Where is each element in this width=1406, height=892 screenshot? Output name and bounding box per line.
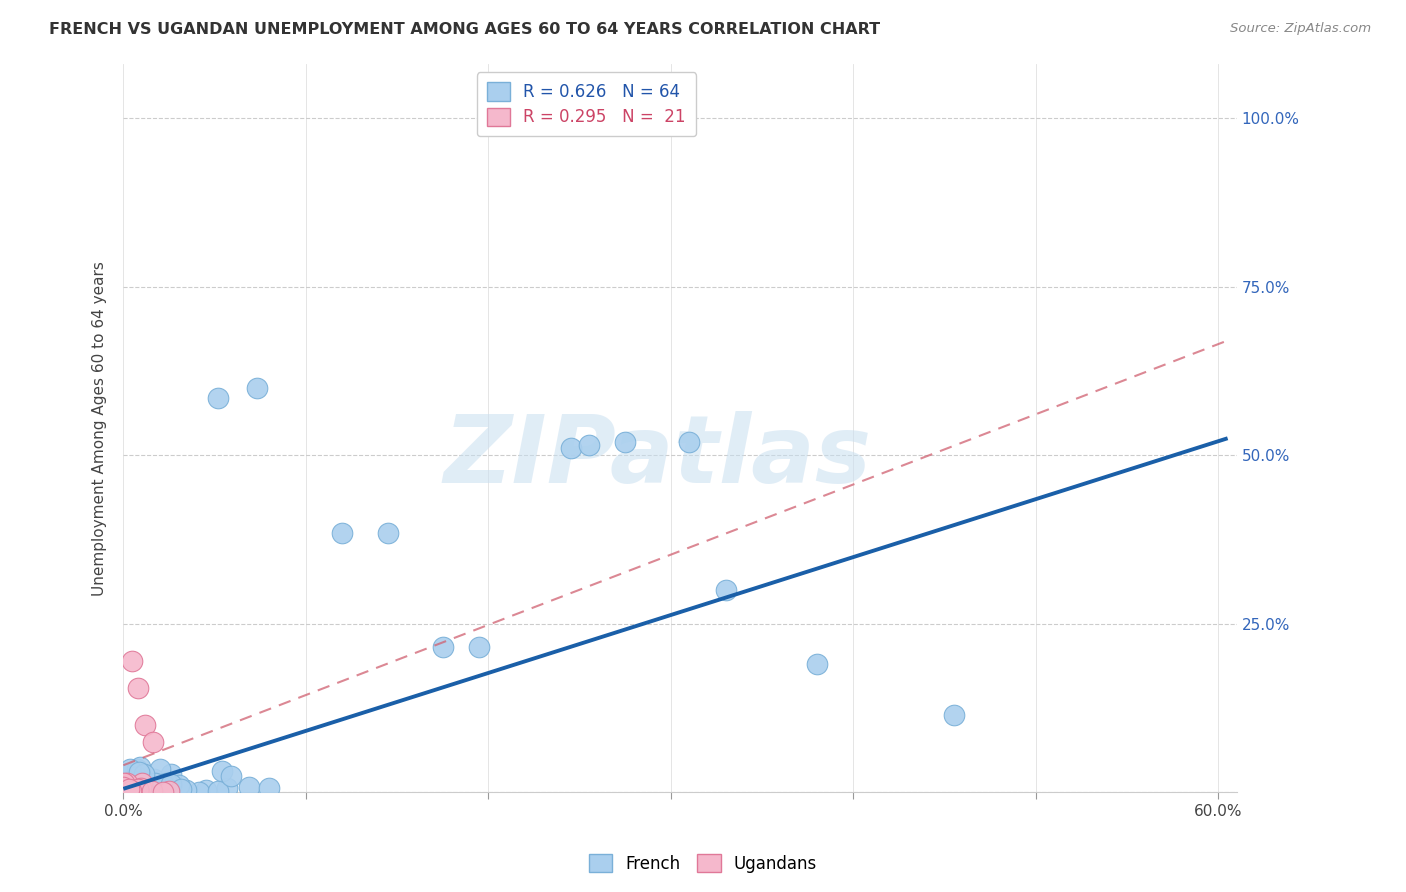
Point	[131, 785, 153, 799]
Point	[117, 767, 139, 781]
Point	[127, 782, 149, 797]
Point	[138, 780, 160, 794]
Point	[156, 774, 179, 789]
Y-axis label: Unemployment Among Ages 60 to 64 years: Unemployment Among Ages 60 to 64 years	[93, 260, 107, 596]
Point	[942, 707, 965, 722]
Point	[152, 777, 174, 791]
Legend: R = 0.626   N = 64, R = 0.295   N =  21: R = 0.626 N = 64, R = 0.295 N = 21	[477, 72, 696, 136]
Point	[160, 777, 183, 791]
Point	[132, 785, 155, 799]
Point	[245, 381, 267, 395]
Point	[207, 391, 229, 405]
Point	[188, 785, 211, 799]
Point	[115, 776, 138, 790]
Point	[174, 782, 197, 797]
Point	[112, 780, 135, 795]
Point	[560, 442, 582, 456]
Point	[134, 780, 156, 795]
Text: Source: ZipAtlas.com: Source: ZipAtlas.com	[1230, 22, 1371, 36]
Text: FRENCH VS UGANDAN UNEMPLOYMENT AMONG AGES 60 TO 64 YEARS CORRELATION CHART: FRENCH VS UGANDAN UNEMPLOYMENT AMONG AGE…	[49, 22, 880, 37]
Point	[122, 777, 145, 791]
Point	[114, 777, 136, 791]
Point	[207, 784, 229, 798]
Point	[125, 769, 148, 783]
Point	[132, 766, 155, 780]
Point	[127, 681, 149, 695]
Point	[167, 778, 190, 792]
Point	[259, 780, 281, 795]
Point	[124, 785, 146, 799]
Point	[377, 525, 399, 540]
Point	[219, 769, 242, 783]
Point	[432, 640, 454, 655]
Point	[614, 434, 637, 449]
Point	[112, 784, 135, 798]
Point	[122, 778, 145, 792]
Point	[118, 781, 141, 796]
Point	[578, 438, 600, 452]
Point	[112, 777, 135, 791]
Point	[112, 779, 135, 793]
Point	[160, 767, 183, 781]
Point	[128, 785, 150, 799]
Point	[118, 784, 141, 798]
Point	[124, 783, 146, 797]
Point	[129, 776, 152, 790]
Point	[121, 654, 143, 668]
Text: ZIPatlas: ZIPatlas	[444, 411, 872, 503]
Point	[117, 785, 139, 799]
Point	[194, 783, 217, 797]
Point	[330, 525, 353, 540]
Point	[124, 781, 146, 796]
Point	[806, 657, 828, 672]
Point	[125, 762, 148, 776]
Point	[134, 784, 156, 798]
Point	[112, 782, 135, 797]
Point	[129, 760, 152, 774]
Point	[132, 782, 155, 797]
Point	[157, 784, 180, 798]
Point	[145, 776, 167, 790]
Point	[169, 782, 191, 797]
Point	[633, 104, 655, 119]
Point	[117, 780, 139, 794]
Point	[131, 776, 153, 790]
Point	[156, 776, 179, 790]
Point	[159, 778, 181, 792]
Point	[678, 434, 700, 449]
Point	[121, 783, 143, 797]
Point	[128, 764, 150, 779]
Point	[120, 785, 142, 799]
Point	[149, 762, 172, 776]
Point	[134, 718, 156, 732]
Point	[211, 764, 233, 779]
Point	[136, 780, 159, 794]
Point	[112, 780, 135, 794]
Point	[215, 780, 238, 795]
Point	[118, 762, 141, 776]
Point	[131, 780, 153, 795]
Point	[141, 734, 163, 748]
Point	[141, 784, 163, 798]
Point	[238, 780, 260, 795]
Point	[142, 772, 165, 786]
Point	[714, 582, 737, 597]
Point	[138, 785, 160, 799]
Point	[468, 640, 491, 655]
Point	[120, 784, 142, 798]
Point	[117, 785, 139, 799]
Point	[129, 782, 152, 797]
Legend: French, Ugandans: French, Ugandans	[582, 847, 824, 880]
Point	[118, 778, 141, 792]
Point	[152, 785, 174, 799]
Point	[112, 775, 135, 789]
